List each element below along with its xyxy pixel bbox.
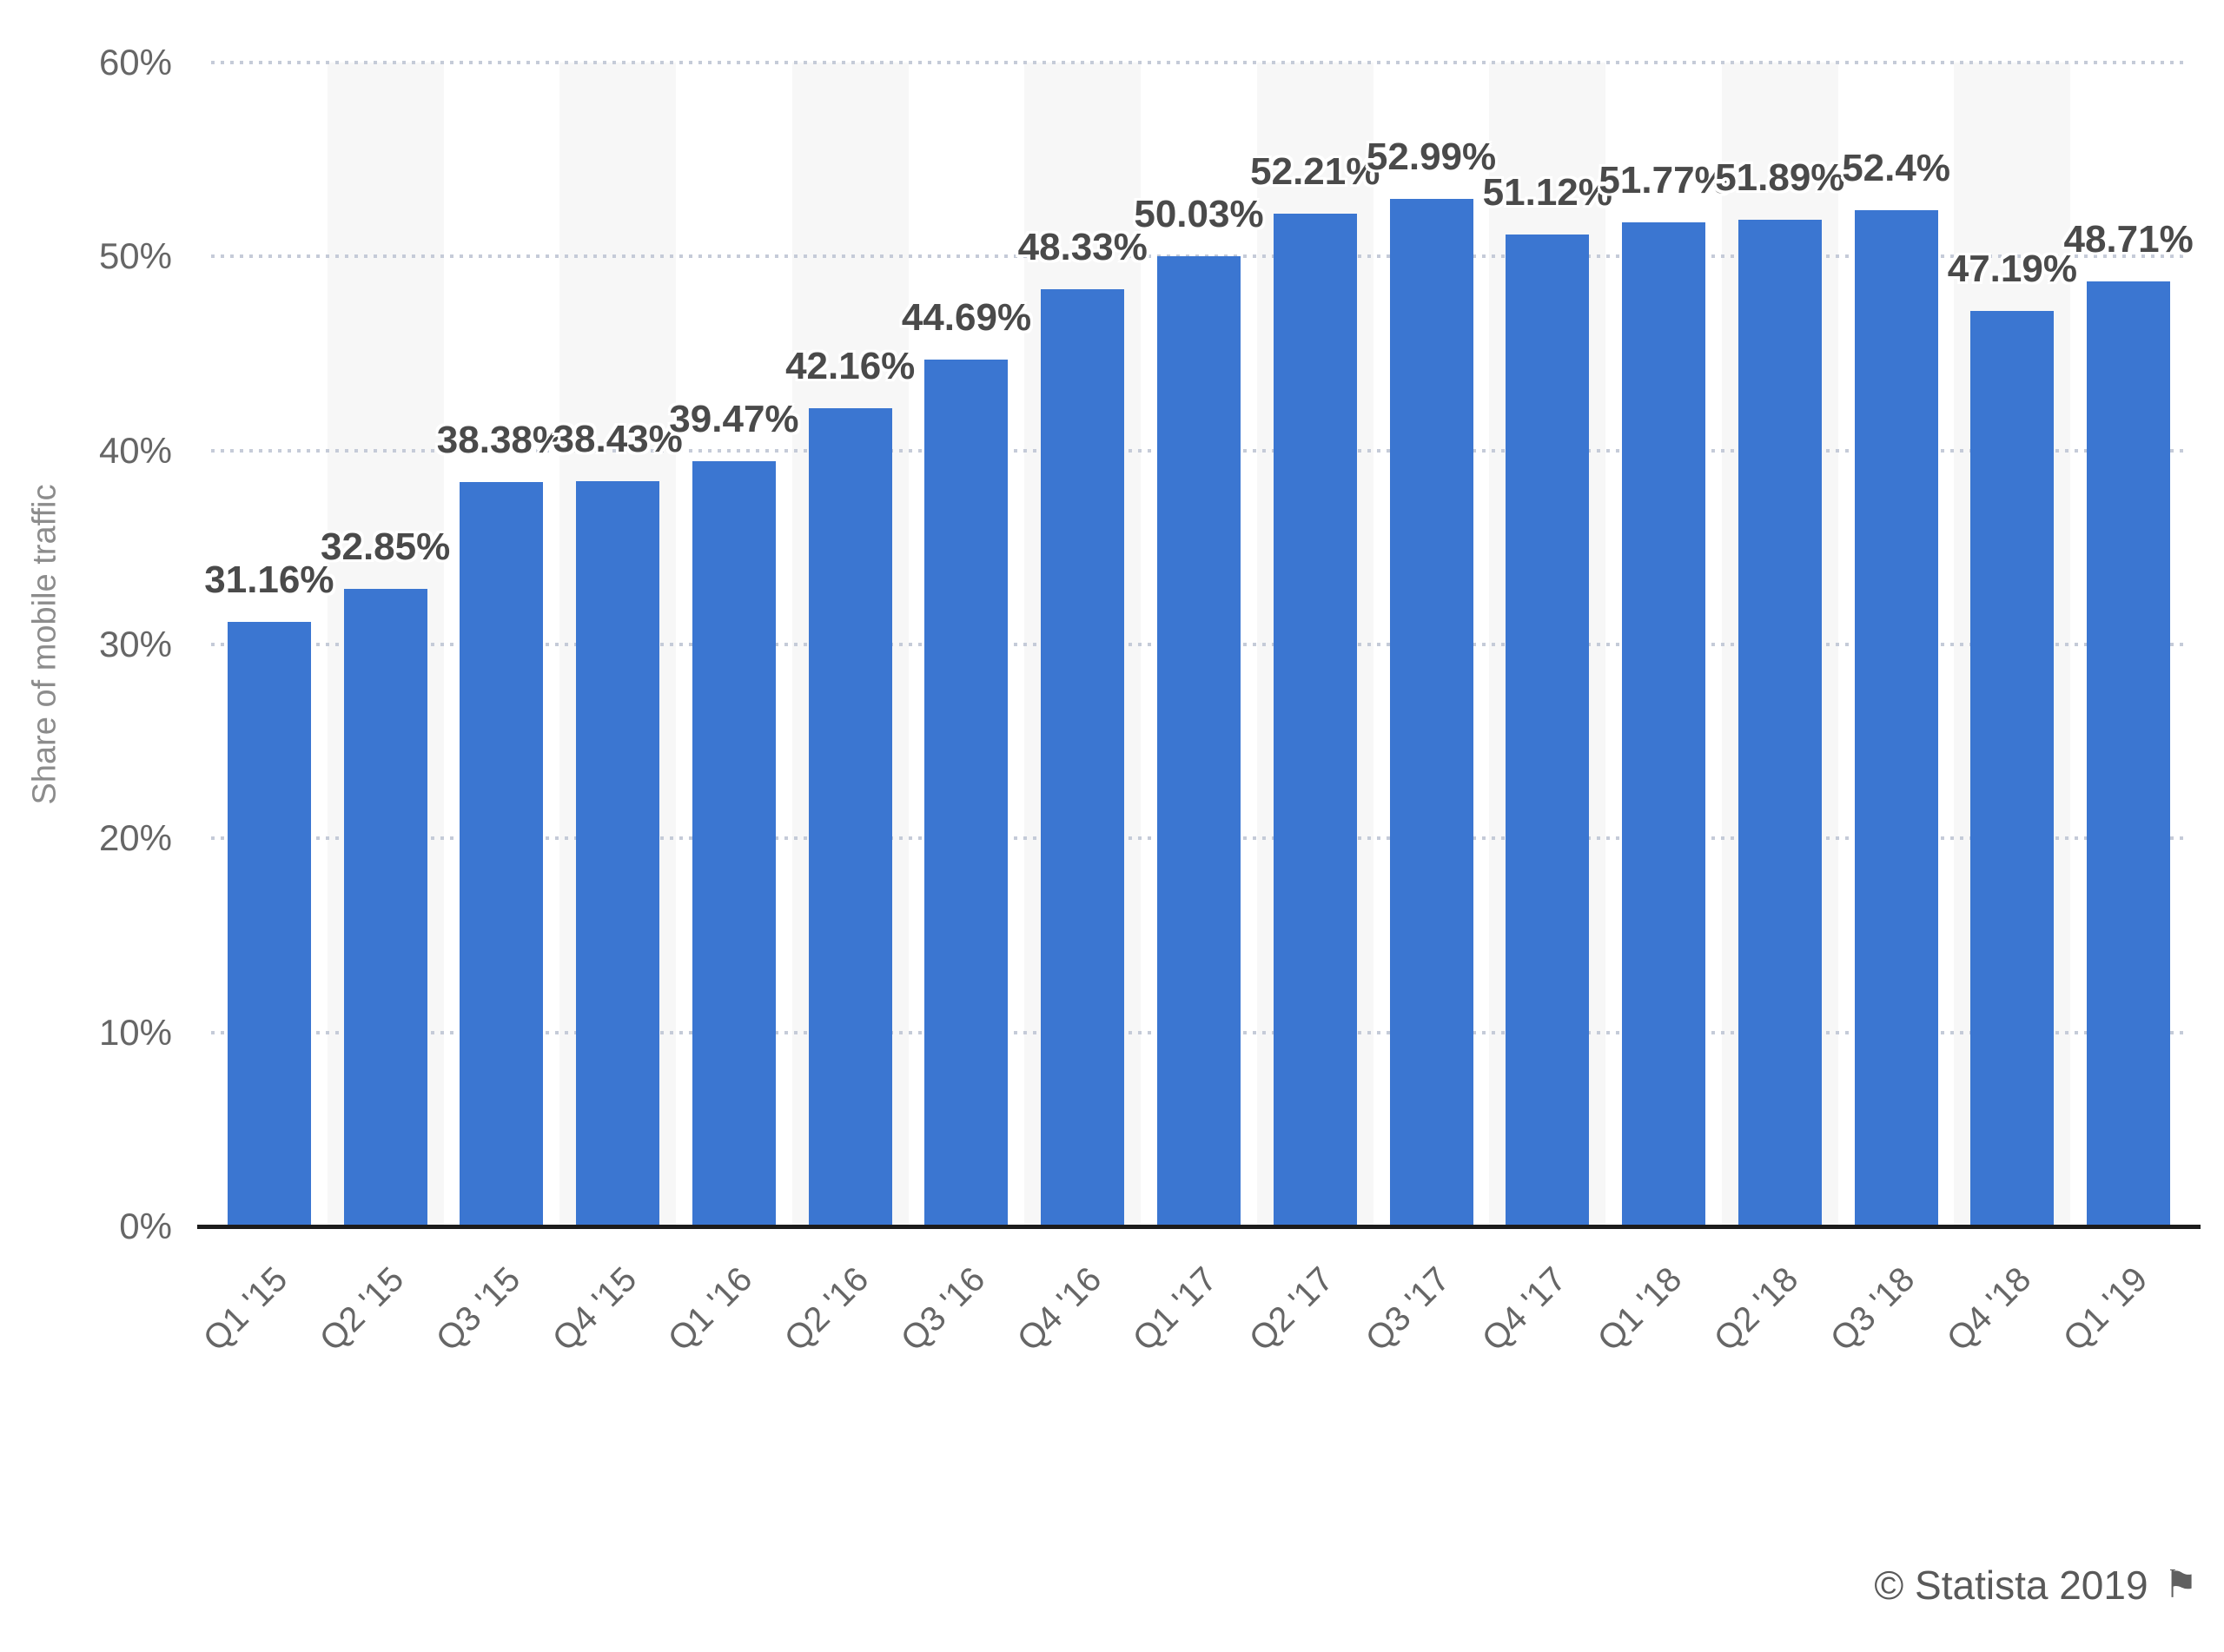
x-tick-label: Q2 '15 xyxy=(312,1259,412,1359)
x-tick-label: Q1 '17 xyxy=(1126,1259,1225,1359)
bar-value-label: 32.85% xyxy=(321,525,451,569)
x-tick-label: Q3 '16 xyxy=(893,1259,993,1359)
bar xyxy=(1041,288,1125,1226)
bar-value-label: 38.43% xyxy=(553,417,683,460)
x-tick-label: Q3 '17 xyxy=(1358,1259,1458,1359)
category-cell: 51.77% Q1 '18 xyxy=(1591,63,1728,1358)
x-tick-label: Q1 '19 xyxy=(2055,1259,2154,1359)
category-cell: 52.21% Q2 '17 xyxy=(1242,63,1380,1358)
bar-value-label: 50.03% xyxy=(1134,192,1264,235)
category-cell: 47.19% Q4 '18 xyxy=(1939,63,2076,1359)
category-cell: 31.16% Q1 '15 xyxy=(196,63,334,1359)
category-cell: 42.16% Q2 '16 xyxy=(778,63,915,1358)
bar-value-label: 52.4% xyxy=(1842,146,1950,189)
bar xyxy=(1273,213,1357,1226)
bar-value-label: 51.89% xyxy=(1715,156,1845,200)
x-tick-label: Q3 '18 xyxy=(1823,1259,1923,1359)
category-cell: 51.89% Q2 '18 xyxy=(1707,63,1844,1359)
bar-value-label: 44.69% xyxy=(901,295,1032,339)
bar-value-label: 42.16% xyxy=(785,345,916,388)
bar xyxy=(1854,209,1938,1226)
gridline xyxy=(211,61,2187,64)
bar xyxy=(227,622,311,1226)
bar xyxy=(1506,235,1590,1226)
bar xyxy=(1389,198,1473,1226)
plot-area: 31.16% Q1 '15 32.85% Q2 '15 38.38% Q3 '15 38.4… xyxy=(196,61,2194,1359)
x-tick-label: Q4 '15 xyxy=(545,1259,644,1359)
category-cell: 39.47% Q1 '16 xyxy=(661,63,798,1358)
x-tick-label: Q1 '15 xyxy=(196,1259,295,1359)
category-cell: 52.4% Q3 '18 xyxy=(1824,63,1955,1358)
bar-value-label: 51.12% xyxy=(1482,171,1612,215)
bar-value-label: 38.38% xyxy=(436,418,567,461)
bar-value-label: 51.77% xyxy=(1598,158,1729,202)
y-tick-label: 60% xyxy=(98,42,172,83)
bar-value-label: 31.16% xyxy=(204,558,334,602)
bar xyxy=(1622,221,1706,1226)
category-cell: 50.03% Q1 '17 xyxy=(1126,63,1263,1358)
bar xyxy=(924,359,1009,1226)
y-axis: 0% 10% 20% 30% 40% 50% 60% xyxy=(0,43,172,1246)
bar-value-label: 47.19% xyxy=(1947,248,2077,291)
bar xyxy=(2087,281,2171,1226)
category-cell: 51.12% Q4 '17 xyxy=(1474,63,1612,1358)
bar xyxy=(1970,311,2055,1226)
x-tick-label: Q4 '18 xyxy=(1939,1259,2039,1359)
category-cell: 38.38% Q3 '15 xyxy=(429,63,566,1358)
y-tick-label: 20% xyxy=(98,817,172,859)
bar-value-label: 48.71% xyxy=(2063,218,2194,261)
x-axis-line xyxy=(197,1225,2201,1229)
category-cell: 38.43% Q4 '15 xyxy=(545,63,682,1358)
copyright-text: © Statista 2019 xyxy=(1874,1563,2148,1608)
y-tick-label: 50% xyxy=(98,235,172,277)
bar-value-label: 52.21% xyxy=(1250,149,1380,193)
bar xyxy=(576,480,660,1226)
flag-icon[interactable]: ⚑ xyxy=(2163,1563,2198,1606)
x-tick-label: Q3 '15 xyxy=(428,1259,528,1359)
x-tick-label: Q2 '17 xyxy=(1241,1259,1341,1359)
chart-footer: © Statista 2019 ⚑ xyxy=(1874,1562,2198,1609)
bar-value-label: 52.99% xyxy=(1366,135,1497,178)
x-tick-label: Q4 '16 xyxy=(1009,1259,1109,1359)
bar xyxy=(808,408,892,1226)
y-tick-label: 30% xyxy=(98,624,172,664)
bar xyxy=(1156,255,1241,1226)
category-cell: 32.85% Q2 '15 xyxy=(313,63,450,1358)
bar-value-label: 39.47% xyxy=(669,397,799,440)
bar xyxy=(1738,220,1822,1226)
y-tick-label: 0% xyxy=(119,1206,172,1246)
bar xyxy=(343,589,427,1226)
category-cell: 48.33% Q4 '16 xyxy=(1009,63,1147,1358)
category-cell: 48.71% Q1 '19 xyxy=(2055,63,2193,1358)
bar xyxy=(692,460,776,1226)
category-cell: 44.69% Q3 '16 xyxy=(894,63,1031,1358)
x-tick-label: Q1 '18 xyxy=(1591,1259,1690,1359)
x-tick-label: Q2 '18 xyxy=(1706,1259,1806,1359)
y-tick-label: 40% xyxy=(98,429,172,471)
bar-value-label: 48.33% xyxy=(1017,225,1148,268)
y-tick-label: 10% xyxy=(98,1011,172,1053)
x-tick-label: Q4 '17 xyxy=(1474,1259,1573,1359)
x-tick-label: Q2 '16 xyxy=(777,1259,877,1359)
bar xyxy=(460,481,544,1226)
category-cell: 52.99% Q3 '17 xyxy=(1359,63,1496,1358)
x-tick-label: Q1 '16 xyxy=(661,1259,760,1359)
